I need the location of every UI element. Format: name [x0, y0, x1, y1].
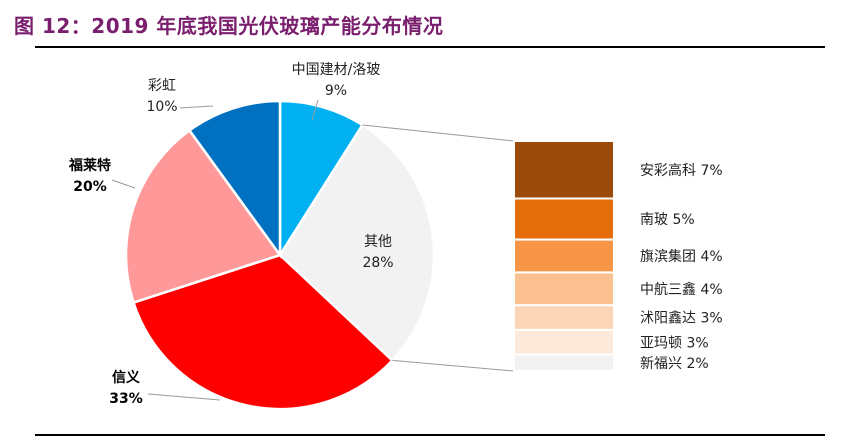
connector-line-bottom — [392, 359, 515, 372]
pie-slice — [124, 128, 283, 305]
bar-segment — [513, 140, 615, 200]
slice-percent-label: 28% — [362, 255, 393, 271]
pie-slice — [187, 99, 282, 259]
bar-segment — [513, 328, 615, 356]
pie-slice — [278, 99, 365, 260]
slice-percent-label: 9% — [325, 83, 347, 99]
slice-name-label: 中国建材/洛玻 — [292, 62, 381, 78]
bar-segment — [513, 238, 615, 274]
bar-segment — [513, 304, 615, 331]
bar-segment-label: 旗滨集团 4% — [640, 248, 723, 265]
bottom-rule — [35, 434, 825, 436]
connector-line-top — [362, 124, 515, 142]
figure-title: 图 12：2019 年底我国光伏玻璃产能分布情况 — [14, 14, 444, 38]
bar-segment — [513, 353, 615, 373]
bar-segment-label: 亚玛顿 3% — [640, 335, 709, 351]
slice-percent-label: 33% — [109, 391, 143, 407]
bar-segment-label: 安彩高科 7% — [640, 162, 723, 179]
leader-line — [179, 105, 214, 109]
leader-line — [147, 393, 221, 401]
bar-segment-label: 南玻 5% — [640, 212, 695, 228]
bar-segment-label: 沭阳鑫达 3% — [640, 310, 723, 327]
slice-name-label: 彩虹 — [148, 78, 176, 94]
bar-segment — [513, 271, 615, 307]
slice-name-label: 福莱特 — [68, 157, 111, 174]
pie-slice — [131, 253, 395, 411]
leader-line — [111, 179, 136, 189]
slice-percent-label: 10% — [146, 99, 177, 115]
pie-slice — [278, 123, 436, 363]
top-rule — [35, 46, 825, 48]
bar-segment-label: 中航三鑫 4% — [640, 281, 723, 298]
bar-segment-label: 新福兴 2% — [640, 356, 709, 372]
slice-percent-label: 20% — [73, 179, 107, 195]
slice-name-label: 其他 — [364, 234, 392, 250]
leader-line — [311, 99, 319, 121]
bar-segment — [513, 197, 615, 241]
slice-name-label: 信义 — [112, 369, 140, 386]
